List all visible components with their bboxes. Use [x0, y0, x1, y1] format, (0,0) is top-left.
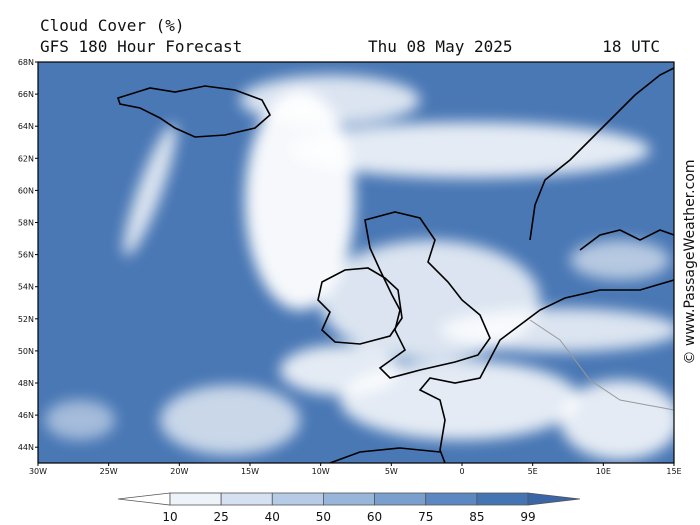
colorbar-label: 60: [367, 510, 382, 524]
lon-label: 10E: [596, 467, 611, 476]
lat-label: 54N: [18, 283, 34, 292]
colorbar-label: 85: [469, 510, 484, 524]
credit: © www.PassageWeather.com: [682, 159, 698, 364]
map-field: [38, 62, 674, 463]
time: 18 UTC: [602, 37, 660, 56]
colorbar-segment: [425, 492, 478, 506]
lon-label: 20W: [170, 467, 188, 476]
lat-label: 48N: [18, 379, 34, 388]
lon-label: 5E: [528, 467, 538, 476]
title: Cloud Cover (%): [40, 16, 185, 35]
colorbar-segment: [476, 492, 529, 506]
colorbar-segment: [323, 492, 375, 506]
lat-label: 46N: [18, 411, 34, 420]
lat-label: 62N: [18, 154, 34, 163]
lat-label: 60N: [18, 186, 34, 195]
colorbar-high: [527, 492, 581, 506]
lon-label: 5W: [385, 467, 398, 476]
lon-label: 10W: [312, 467, 330, 476]
lon-label: 15W: [241, 467, 259, 476]
lat-label: 52N: [18, 315, 34, 324]
date: Thu 08 May 2025: [368, 37, 513, 56]
model: GFS 180 Hour Forecast: [40, 37, 242, 56]
colorbar-label: 40: [265, 510, 280, 524]
lat-label: 44N: [18, 443, 34, 452]
lat-label: 66N: [18, 90, 34, 99]
lon-label: 30W: [29, 467, 47, 476]
lat-label: 58N: [18, 219, 34, 228]
lat-label: 64N: [18, 122, 34, 131]
colorbar-label: 50: [316, 510, 331, 524]
colorbar-segment: [374, 492, 427, 506]
colorbar-label: 25: [214, 510, 229, 524]
colorbar-low: [117, 492, 171, 506]
lat-label: 68N: [18, 58, 34, 67]
axes: 68N 66N 64N 62N 60N 58N 56N 54N 52N 50N 48N 46N 44N 3…: [18, 58, 682, 476]
lon-label: 15E: [666, 467, 681, 476]
colorbar: 10 25 40 50 60 75 85 99: [117, 492, 581, 524]
lat-label: 50N: [18, 347, 34, 356]
colorbar-segment: [271, 492, 324, 506]
lat-label: 56N: [18, 251, 34, 260]
colorbar-segment: [169, 492, 222, 506]
lon-label: 25W: [100, 467, 118, 476]
colorbar-segment: [220, 492, 273, 506]
colorbar-label: 10: [162, 510, 177, 524]
colorbar-label: 75: [418, 510, 433, 524]
clouds: [45, 75, 674, 460]
map-frame: [37, 61, 675, 464]
coastlines: [116, 67, 674, 463]
colorbar-label: 99: [520, 510, 535, 524]
lon-label: 0: [459, 467, 464, 476]
